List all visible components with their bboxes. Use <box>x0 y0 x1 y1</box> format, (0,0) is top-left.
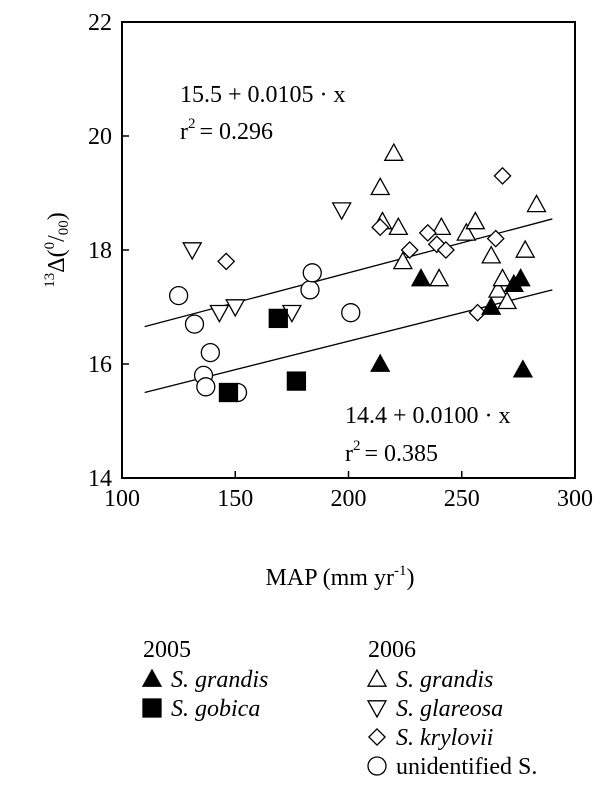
x-axis-label: MAP (mm yr-1) <box>266 563 415 591</box>
point-s-krylovii-2006 <box>493 166 512 185</box>
y-tick-label: 16 <box>88 352 112 378</box>
legend-label-unidentified-s: unidentified S. <box>396 754 537 780</box>
x-tick-label: 250 <box>444 486 480 512</box>
legend-label-s-gobica: S. gobica <box>171 696 260 722</box>
legend: 2005 S. grandis S. gobica 2006 S. grandis S. … <box>141 637 537 780</box>
point-s-grandis-2005 <box>370 353 391 372</box>
x-tick-label: 150 <box>217 486 253 512</box>
point-unidentified-s-2006 <box>200 342 220 363</box>
y-axis-label: 13Δ(0/00) <box>42 212 72 288</box>
legend-marker-unidentified-s <box>367 756 387 776</box>
x-tick-label: 200 <box>331 486 367 512</box>
point-s-grandis-2006 <box>496 290 518 310</box>
point-s-grandis-2006 <box>383 142 404 161</box>
point-unidentified-s-2006 <box>196 377 216 397</box>
point-s-grandis-2005 <box>512 359 534 378</box>
point-s-krylovii-2006 <box>400 240 419 260</box>
y-tick-label: 22 <box>88 10 112 36</box>
point-s-krylovii-2006 <box>486 229 505 248</box>
point-unidentified-s-2006 <box>302 263 322 283</box>
data-points <box>168 142 547 403</box>
x-tick-label: 300 <box>557 486 593 512</box>
point-s-grandis-2006 <box>465 211 486 230</box>
point-unidentified-s-2006 <box>168 285 189 306</box>
point-s-krylovii-2006 <box>371 218 390 237</box>
point-unidentified-s-2006 <box>341 303 361 323</box>
point-s-krylovii-2006 <box>427 235 446 254</box>
point-s-grandis-2006 <box>388 216 409 236</box>
legend-label-s-grandis: S. grandis <box>171 667 268 693</box>
fit-r2-upper: r2 = 0.296 <box>180 116 273 145</box>
point-s-krylovii-2006 <box>468 303 487 322</box>
legend-marker-s-glareosa <box>366 700 388 719</box>
legend-group-title: 2006 <box>368 637 416 663</box>
point-s-grandis-2006 <box>428 268 450 287</box>
fit-equation-lower: 14.4 + 0.0100 · x <box>345 403 511 429</box>
point-s-grandis-2006 <box>492 268 513 287</box>
fit-equation-upper: 15.5 + 0.0105 · x <box>180 82 346 108</box>
point-s-grandis-2005 <box>481 296 502 315</box>
point-s-glareosa-2006 <box>182 242 203 261</box>
point-unidentified-s-2006 <box>184 314 205 334</box>
axis-ticks: 100 150 200 250 300 14 16 18 20 22 <box>88 10 593 512</box>
point-s-grandis-2006 <box>392 251 413 270</box>
legend-group-title: 2005 <box>143 637 191 663</box>
legend-marker-s-gobica <box>142 698 162 718</box>
point-s-grandis-2006 <box>370 176 391 196</box>
point-s-krylovii-2006 <box>217 252 236 271</box>
point-s-glareosa-2006 <box>209 304 230 324</box>
legend-marker-s-grandis <box>141 668 163 687</box>
y-tick-label: 14 <box>88 466 112 492</box>
legend-label-s-glareosa: S. glareosa <box>396 696 503 722</box>
point-s-grandis-2006 <box>487 279 509 298</box>
y-tick-label: 20 <box>88 124 112 150</box>
y-tick-label: 18 <box>88 238 112 264</box>
legend-marker-s-krylovii <box>367 727 387 747</box>
point-unidentified-s-2006 <box>300 280 320 300</box>
point-s-gobica-2005 <box>286 371 307 391</box>
legend-label-s-grandis: S. grandis <box>396 667 493 693</box>
point-s-krylovii-2006 <box>436 240 455 260</box>
point-s-grandis-2006 <box>431 216 452 236</box>
point-s-grandis-2006 <box>481 245 502 264</box>
point-s-grandis-2005 <box>410 268 432 287</box>
x-tick-label: 100 <box>104 486 140 512</box>
point-s-glareosa-2006 <box>225 299 246 318</box>
point-s-krylovii-2006 <box>418 223 437 242</box>
point-s-gobica-2005 <box>268 308 288 329</box>
point-s-gobica-2005 <box>218 382 239 403</box>
point-s-grandis-2005 <box>510 268 531 287</box>
point-s-grandis-2006 <box>526 194 547 213</box>
point-s-grandis-2006 <box>515 239 536 258</box>
legend-marker-s-grandis <box>366 668 388 687</box>
point-s-grandis-2006 <box>456 222 477 241</box>
legend-label-s-krylovii: S. krylovii <box>396 725 493 751</box>
point-s-glareosa-2006 <box>331 202 352 221</box>
fit-r2-lower: r2 = 0.385 <box>345 438 438 467</box>
